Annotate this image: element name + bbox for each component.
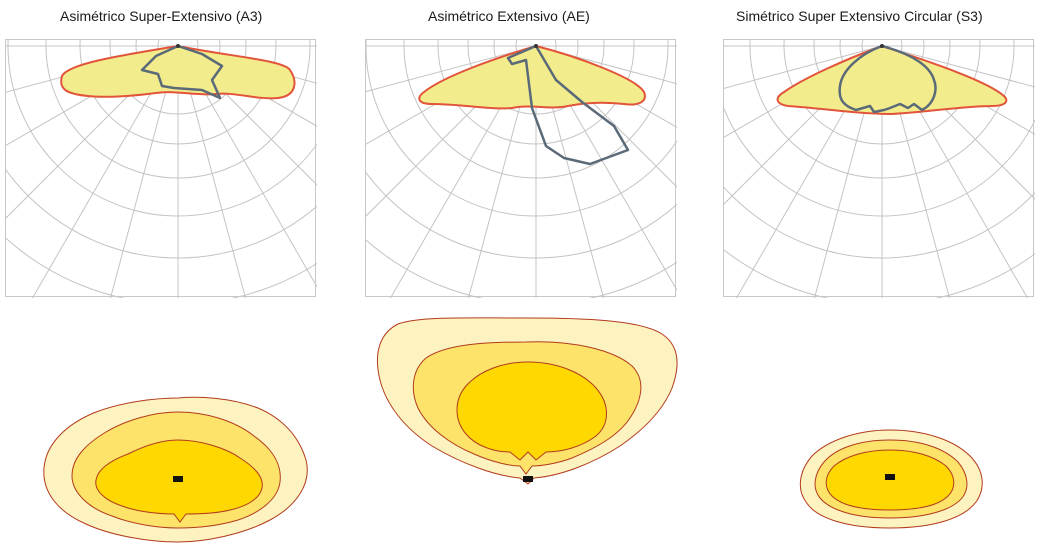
polar-grid-spoke bbox=[177, 45, 247, 298]
polar-grid-spoke bbox=[724, 45, 883, 89]
luminaire-marker bbox=[173, 476, 183, 482]
panel-a3-title: Asimétrico Super-Extensivo (A3) bbox=[60, 8, 263, 24]
polar-diagram-a3 bbox=[5, 39, 317, 298]
luminaire-marker bbox=[885, 474, 895, 480]
outer-intensity-curve bbox=[776, 44, 1008, 116]
isolux-inner-contour bbox=[456, 361, 607, 461]
inner-intensity-curve bbox=[506, 44, 630, 166]
polar-grid-spoke bbox=[109, 45, 179, 298]
polar-grid-spoke bbox=[535, 45, 605, 298]
polar-grid-spoke bbox=[467, 45, 537, 298]
isolux-plots bbox=[43, 317, 983, 543]
polar-grid-spoke bbox=[177, 45, 317, 288]
polar-grid-spoke bbox=[535, 45, 677, 85]
luminaire-marker bbox=[523, 476, 533, 482]
isolux-a3 bbox=[43, 396, 308, 543]
polar-grid-spoke bbox=[881, 45, 1035, 88]
outer-intensity-curve bbox=[60, 44, 296, 100]
polar-grid-spoke bbox=[31, 45, 179, 298]
panel-s3-title: Simétrico Super Extensivo Circular (S3) bbox=[736, 8, 983, 24]
isolux-ae bbox=[377, 317, 678, 485]
polar-diagram-s3 bbox=[723, 39, 1035, 298]
inner-intensity-curve bbox=[838, 44, 937, 114]
inner-intensity-curve bbox=[140, 44, 224, 100]
polar-grid-spoke bbox=[366, 45, 537, 93]
panel-ae-title: Asimétrico Extensivo (AE) bbox=[428, 8, 590, 24]
outer-intensity-curve bbox=[418, 44, 646, 110]
isolux-s3 bbox=[799, 429, 983, 529]
polar-diagram-ae bbox=[365, 39, 677, 298]
